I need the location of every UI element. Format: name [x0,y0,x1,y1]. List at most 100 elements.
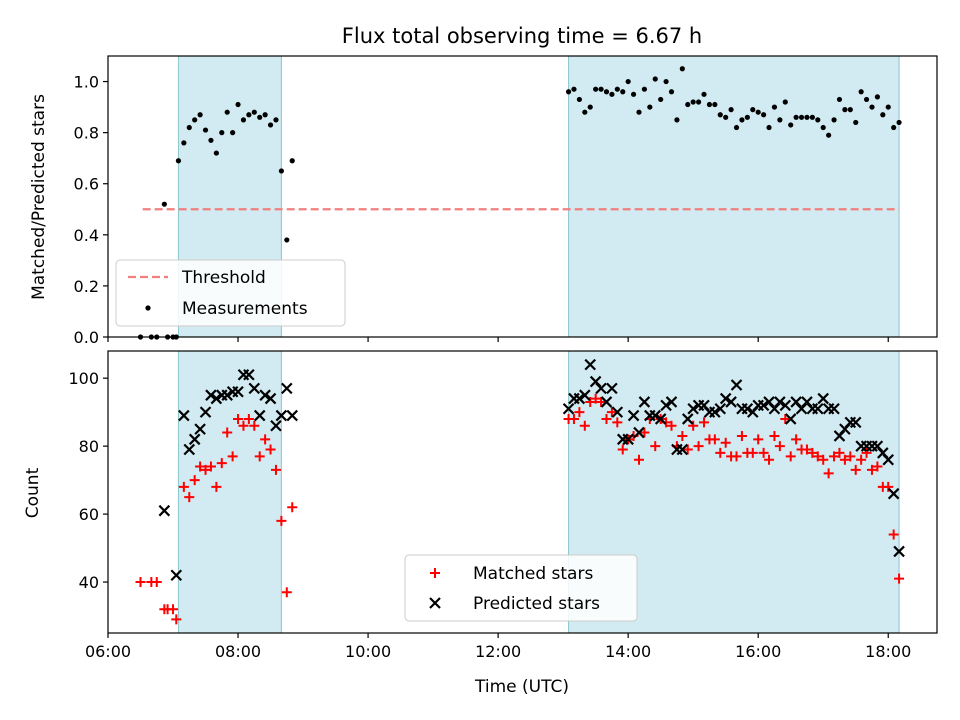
measurement-point [836,96,843,103]
measurement-point [208,137,214,143]
measurement-point [175,158,182,164]
bottom-y-tick-label: 60 [79,505,99,524]
matched-star-point [639,427,650,438]
measurement-point [278,168,284,174]
predicted-star-point [606,382,618,395]
measurement-point [582,109,588,115]
matched-star-point [780,413,791,424]
predicted-star-point [170,569,183,582]
matched-star-point [135,577,146,588]
top-y-tick-label: 0.8 [74,124,99,143]
matched-star-point [850,464,861,475]
matched-star-point [785,451,796,462]
matched-star-point [682,444,693,455]
x-tick-label: 08:00 [215,642,261,661]
matched-star-point [883,481,894,492]
legend-measurement-swatch [145,305,151,311]
measurement-point [161,201,167,207]
matched-star-point [568,413,579,424]
matched-star-point [270,464,281,475]
matched-star-point [590,393,601,404]
legend-matched-swatch [430,568,440,578]
measurement-point [647,104,653,110]
matched-star-point [736,430,747,441]
top-axes-frame [107,55,938,338]
matched-star-point [688,420,699,431]
legend-matched-label: Matched stars [473,564,593,584]
matched-star-point [807,447,818,458]
measurement-point [880,112,886,118]
predicted-star-point [882,453,895,466]
predicted-star-point [270,419,282,432]
measurement-point [885,104,891,110]
measurement-point [706,101,713,108]
measurement-point [251,109,257,115]
predicted-star-point [562,402,575,415]
measurement-point [565,89,572,95]
measurement-point [603,89,610,95]
matched-star-point [829,451,840,462]
matched-star-point [260,434,271,445]
predicted-star-point [584,358,597,371]
x-tick-label: 06:00 [85,642,131,661]
measurement-point [289,158,295,164]
matched-star-point [709,434,720,445]
measurement-point [230,130,236,136]
measurement-point [771,104,778,110]
predicted-star-point [243,369,255,381]
measurement-point [874,94,880,100]
matched-star-point [596,396,607,407]
chart-title: Flux total observing time = 6.67 h [342,24,702,48]
matched-star-point [650,441,661,452]
predicted-star-point [178,409,190,422]
matched-star-point [254,451,265,462]
measurement-point [246,112,252,118]
bottom-y-ticks: 40 60 80 100 [68,369,108,592]
measurement-point [587,104,593,110]
measurement-point [891,124,897,131]
predicted-star-point [719,392,732,405]
measurement-point [652,76,658,82]
measurement-point [831,117,837,123]
count-points [135,358,905,625]
matched-star-point [585,396,596,407]
measurement-point [777,117,783,123]
matched-star-point [720,437,731,448]
top-x-ticks [107,337,889,342]
measurement-point [858,89,864,95]
measurement-point [181,140,187,146]
legend-predicted-swatch [429,597,441,609]
measurement-point [815,117,821,123]
matched-star-point [227,451,238,462]
measurement-point [782,99,788,105]
matched-star-point [216,458,227,469]
matched-star-point [731,451,742,462]
matched-star-point [801,444,812,455]
measurement-point [728,107,734,113]
matched-star-point [753,434,764,445]
bottom-y-axis-label: Count [23,467,43,518]
measurement-points [137,66,902,340]
predicted-star-point [757,399,770,412]
measurement-point [267,122,274,128]
measurement-point [690,99,696,105]
measurement-point [717,112,723,118]
matched-star-point [200,464,211,475]
measurement-point [863,96,870,103]
matched-star-point [699,417,710,428]
measurement-point [224,109,230,115]
measurement-point [257,114,263,120]
measurement-point [197,112,203,118]
measurement-point [641,86,648,92]
measurement-point [701,91,707,97]
predicted-star-point [774,396,786,408]
predicted-star-point [638,396,651,408]
top-legend-box [115,259,346,327]
predicted-star-point [158,504,171,517]
measurement-point [273,117,279,123]
matched-star-point [612,417,623,428]
matched-star-point [633,454,644,465]
matched-star-point [579,420,590,431]
measurement-point [213,150,219,156]
